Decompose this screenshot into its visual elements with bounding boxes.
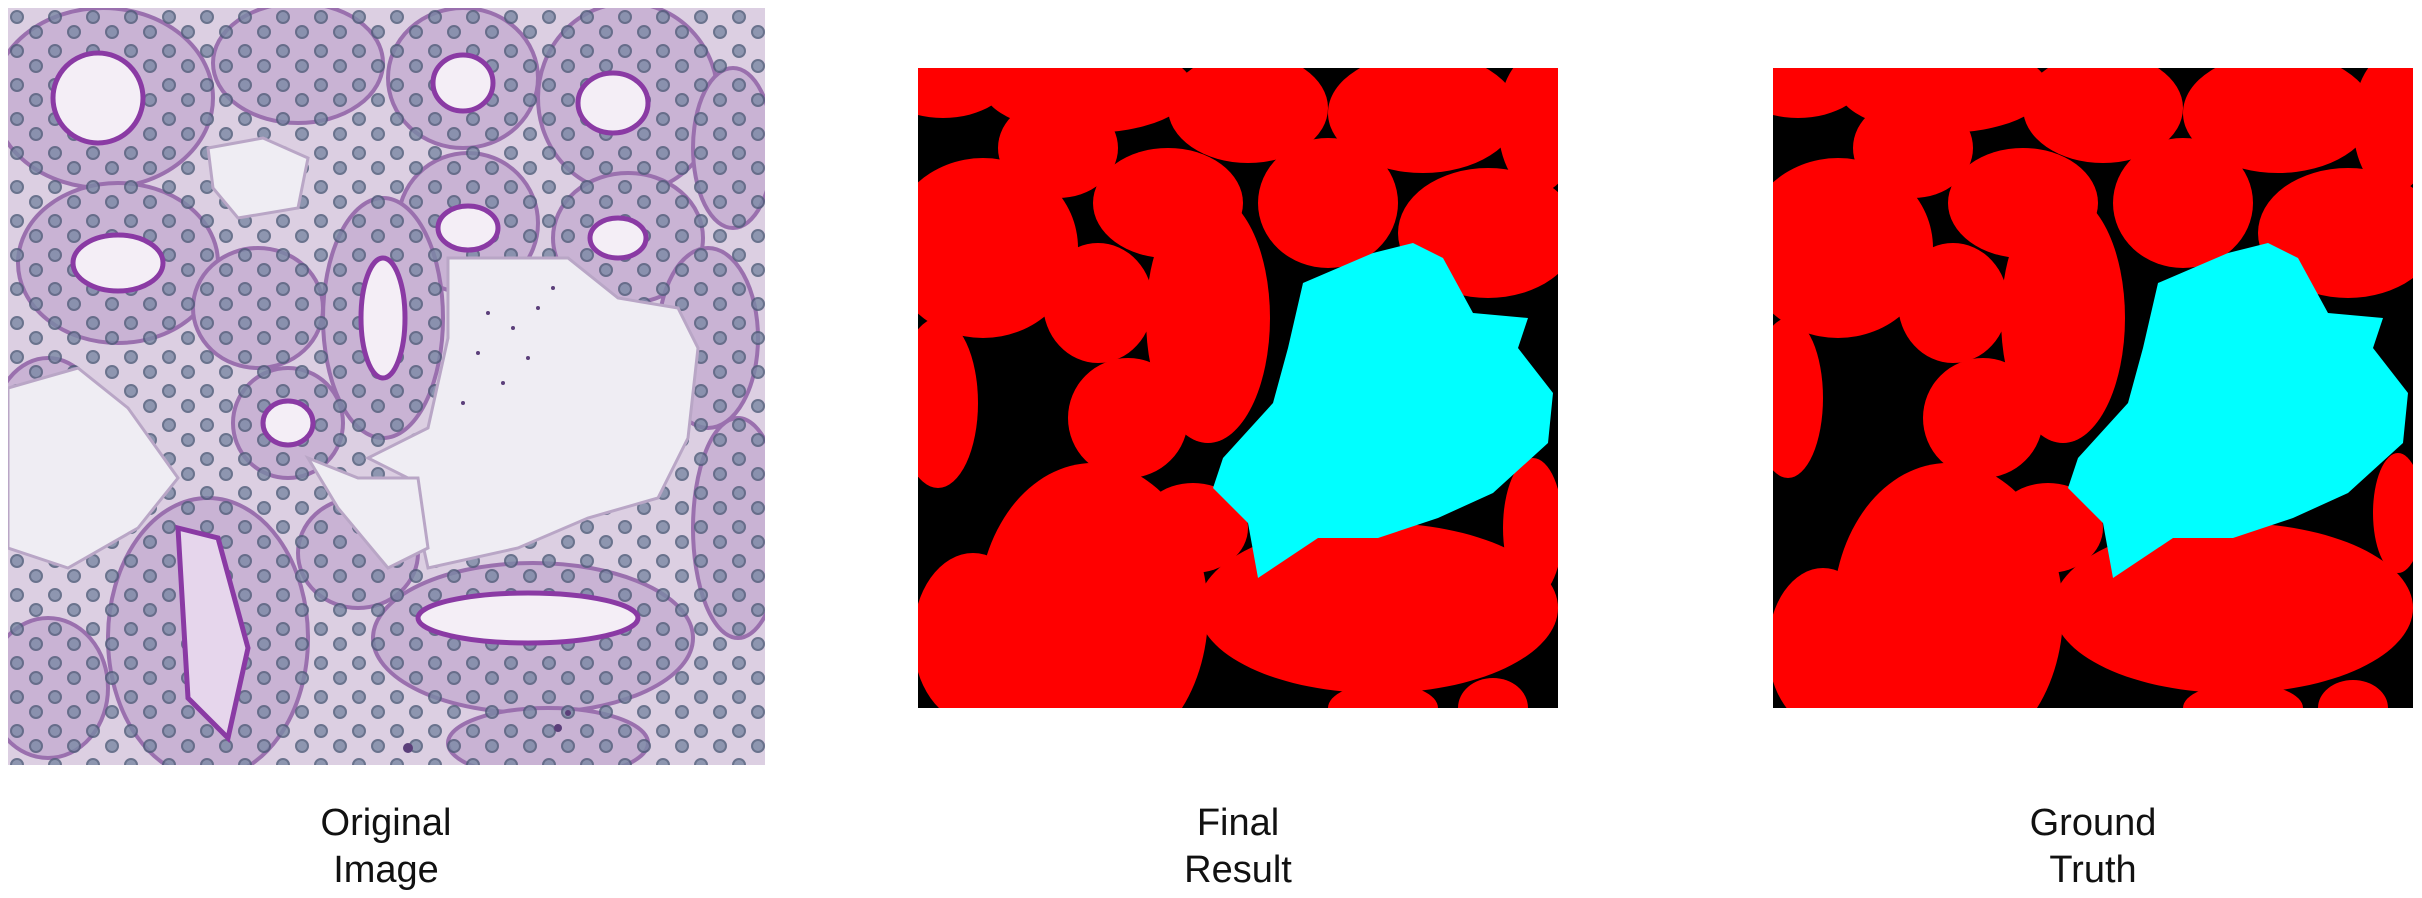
caption-line-2: Image — [333, 849, 439, 891]
ground-truth-mask — [1773, 68, 2413, 708]
ground-truth-caption: Ground Truth — [1893, 800, 2293, 894]
lumen-region — [2068, 243, 2408, 578]
caption-line-1: Original — [320, 802, 452, 844]
original-image-caption: Original Image — [186, 800, 586, 894]
caption-line-2: Result — [1184, 849, 1292, 891]
final-result-caption: Final Result — [1038, 800, 1438, 894]
caption-line-2: Truth — [2049, 849, 2137, 891]
open-interstitial-space — [8, 136, 700, 570]
final-result-svg — [918, 68, 1558, 708]
caption-line-1: Final — [1196, 802, 1280, 844]
lumen-region — [1213, 243, 1553, 578]
histology-svg — [8, 8, 765, 765]
tubule-lumens — [50, 50, 651, 743]
stain-dots — [403, 286, 571, 753]
final-result-mask — [918, 68, 1558, 708]
caption-line-1: Ground — [2029, 802, 2157, 844]
ground-truth-svg — [1773, 68, 2413, 708]
original-image — [8, 8, 765, 765]
